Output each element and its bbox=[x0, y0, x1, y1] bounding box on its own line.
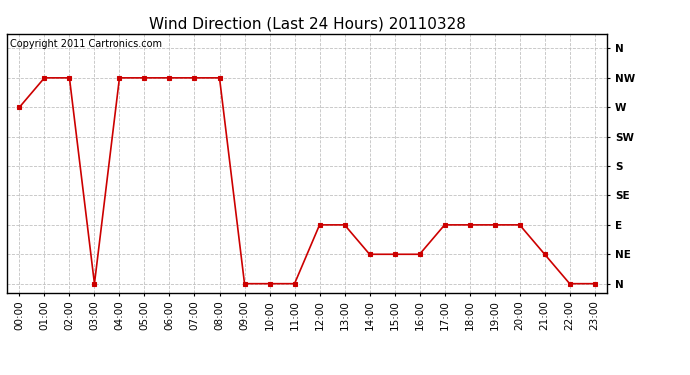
Title: Wind Direction (Last 24 Hours) 20110328: Wind Direction (Last 24 Hours) 20110328 bbox=[148, 16, 466, 31]
Text: Copyright 2011 Cartronics.com: Copyright 2011 Cartronics.com bbox=[10, 39, 162, 49]
